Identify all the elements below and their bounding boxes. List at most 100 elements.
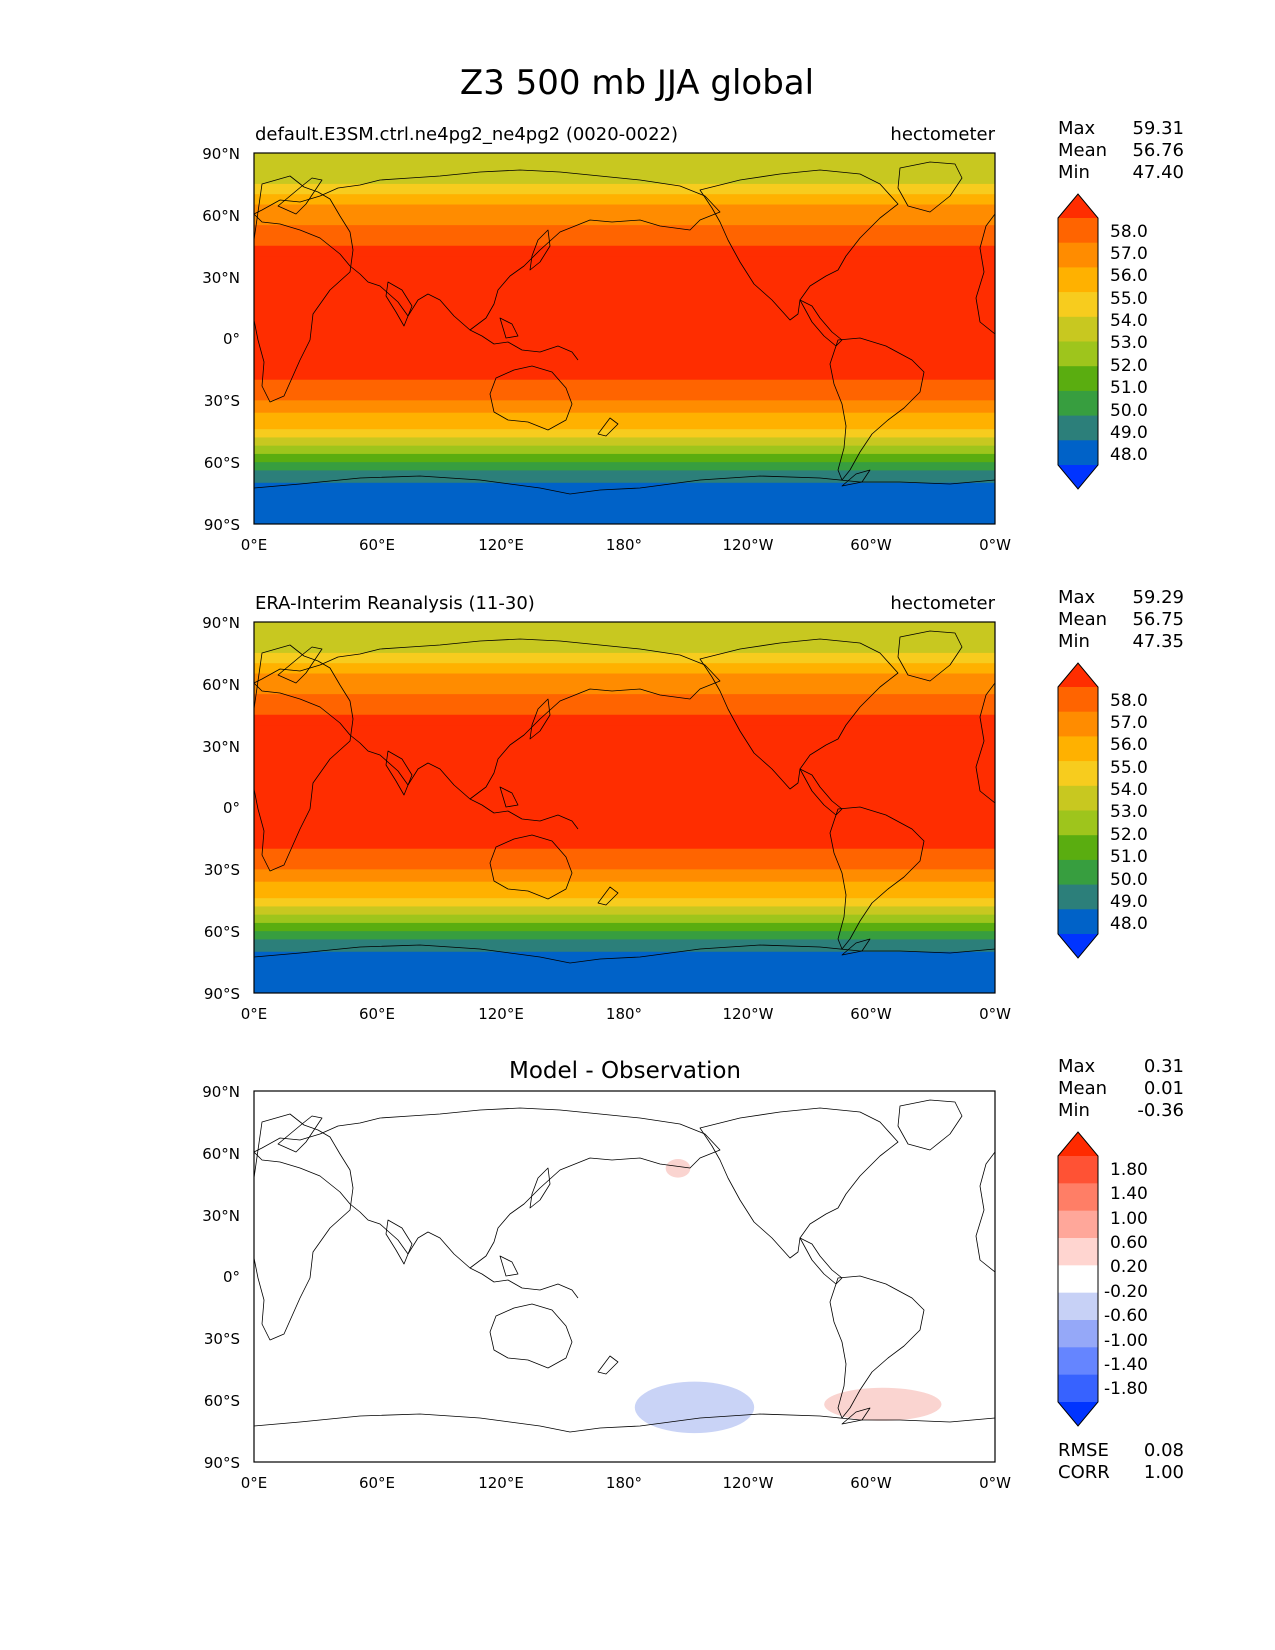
field-band	[254, 922, 995, 932]
colorbar-tick-label: 48.0	[1110, 445, 1148, 465]
colorbar-tick-label: 49.0	[1110, 892, 1148, 912]
colorbar-segment	[1058, 785, 1098, 811]
colorbar-tick-label: 56.0	[1110, 266, 1148, 286]
field-band	[254, 390, 995, 401]
colorbar-segment	[1058, 884, 1098, 910]
field-band	[254, 256, 995, 381]
colorbar-tick-label: -0.20	[1104, 1282, 1148, 1302]
colorbar-tick-label: 48.0	[1110, 914, 1148, 934]
colorbar-segment	[1058, 1238, 1098, 1266]
y-tick-label: 90°S	[204, 516, 240, 534]
colorbar-tick-labels: 58.0 57.0 56.0 55.0 54.0 53.0 52.0 51.0 …	[1110, 691, 1148, 934]
panel-test: default.E3SM.ctrl.ne4pg2_ne4pg2 (0020-00…	[202, 118, 1184, 554]
field-band	[254, 642, 995, 654]
field-band	[254, 462, 995, 472]
y-tick-label: 30°N	[202, 269, 240, 287]
colorbar-segment	[1058, 316, 1098, 342]
colorbar-tick-label: 58.0	[1110, 691, 1148, 711]
stat-mean-value: 0.01	[1144, 1078, 1184, 1099]
field-band	[254, 694, 995, 706]
colorbar-segment	[1058, 711, 1098, 737]
y-tick-label: 30°S	[204, 861, 240, 879]
field-band	[254, 173, 995, 185]
colorbar-tick-label: 1.80	[1110, 1160, 1148, 1180]
colorbar-tick-label: 58.0	[1110, 222, 1148, 242]
stat-max-label: Max	[1058, 587, 1096, 608]
field-band	[254, 225, 995, 237]
colorbar-segment	[1058, 835, 1098, 861]
y-tick-label: 60°S	[204, 454, 240, 472]
field-band	[254, 859, 995, 870]
colorbar-segment	[1058, 267, 1098, 293]
y-tick-labels: 90°N 60°N 30°N 0° 30°S 60°S 90°S	[202, 145, 240, 534]
positive-anomaly-patch	[665, 1159, 691, 1178]
stat-min-value: -0.36	[1137, 1100, 1184, 1121]
stat-max-label: Max	[1058, 1056, 1096, 1077]
colorbar-segment	[1058, 1347, 1098, 1376]
field-band	[254, 445, 995, 455]
colorbar-outline	[1057, 1131, 1099, 1427]
colorbar-tick-label: 49.0	[1110, 423, 1148, 443]
colorbar-cap-bottom	[1058, 465, 1098, 489]
field-band	[254, 889, 995, 899]
field-band	[254, 931, 995, 941]
x-tick-label: 0°W	[979, 1474, 1011, 1492]
colorbar-tick-label: 50.0	[1110, 401, 1148, 421]
colorbar-segment	[1058, 341, 1098, 367]
colorbar-tick-label: 1.00	[1110, 1209, 1148, 1229]
field-band	[254, 914, 995, 924]
x-tick-label: 0°E	[241, 536, 268, 554]
plot-frame	[253, 1090, 996, 1463]
colorbar-tick-labels: 58.0 57.0 56.0 55.0 54.0 53.0 52.0 51.0 …	[1110, 222, 1148, 465]
stat-mean-value: 56.76	[1132, 140, 1184, 161]
field-band	[254, 939, 995, 953]
colorbar-tick-label: -1.80	[1104, 1379, 1148, 1399]
panel-test-field	[254, 153, 995, 524]
colorbar-cap-top	[1058, 663, 1098, 687]
stats-box: Max 0.31 Mean 0.01 Min -0.36	[1058, 1056, 1184, 1121]
stat-min-label: Min	[1058, 1100, 1090, 1121]
field-band	[254, 848, 995, 860]
x-tick-label: 60°W	[850, 536, 892, 554]
x-tick-label: 0°E	[241, 1005, 268, 1023]
field-band	[254, 245, 995, 257]
stat-mean-label: Mean	[1058, 1078, 1107, 1099]
colorbar-segment	[1058, 761, 1098, 787]
stat-mean-label: Mean	[1058, 609, 1107, 630]
x-tick-label: 120°W	[723, 1474, 774, 1492]
field-band	[254, 470, 995, 484]
y-tick-label: 90°N	[202, 145, 240, 163]
panel-difference: Model - Observation 90°N 60°N 30°N 0° 30…	[202, 1056, 1184, 1492]
colorbar-segment	[1058, 218, 1098, 244]
y-tick-label: 60°S	[204, 1392, 240, 1410]
y-tick-label: 90°S	[204, 985, 240, 1003]
y-tick-label: 60°N	[202, 1145, 240, 1163]
x-tick-label: 180°	[606, 536, 642, 554]
figure-title: Z3 500 mb JJA global	[460, 63, 814, 103]
x-tick-label: 120°W	[723, 1005, 774, 1023]
x-tick-labels: 0°E 60°E 120°E 180° 120°W 60°W 0°W	[241, 1005, 1011, 1023]
x-tick-labels: 0°E 60°E 120°E 180° 120°W 60°W 0°W	[241, 1474, 1011, 1492]
colorbar-cap-bottom	[1058, 934, 1098, 958]
stats-box: Max 59.31 Mean 56.76 Min 47.40	[1058, 118, 1184, 183]
y-tick-label: 30°S	[204, 1330, 240, 1348]
colorbar-tick-label: 55.0	[1110, 758, 1148, 778]
panel-title-left: ERA-Interim Reanalysis (11-30)	[255, 593, 535, 614]
field-band	[254, 214, 995, 226]
x-tick-label: 0°W	[979, 1005, 1011, 1023]
field-band	[254, 881, 995, 891]
colorbar-tick-labels: 1.80 1.40 1.00 0.60 0.20 -0.20 -0.60 -1.…	[1104, 1160, 1148, 1399]
field-band	[254, 482, 995, 524]
colorbar-segment	[1058, 1320, 1098, 1348]
field-band	[254, 420, 995, 430]
x-tick-label: 120°E	[478, 1474, 524, 1492]
stat-min-value: 47.40	[1132, 162, 1184, 183]
stat-max-value: 59.29	[1132, 587, 1184, 608]
stat-mean-value: 56.75	[1132, 609, 1184, 630]
y-tick-label: 90°N	[202, 614, 240, 632]
field-band	[254, 406, 995, 414]
panel-reference-field	[254, 622, 995, 993]
metric-rmse-value: 0.08	[1144, 1440, 1184, 1461]
y-tick-labels: 90°N 60°N 30°N 0° 30°S 60°S 90°S	[202, 1083, 240, 1472]
